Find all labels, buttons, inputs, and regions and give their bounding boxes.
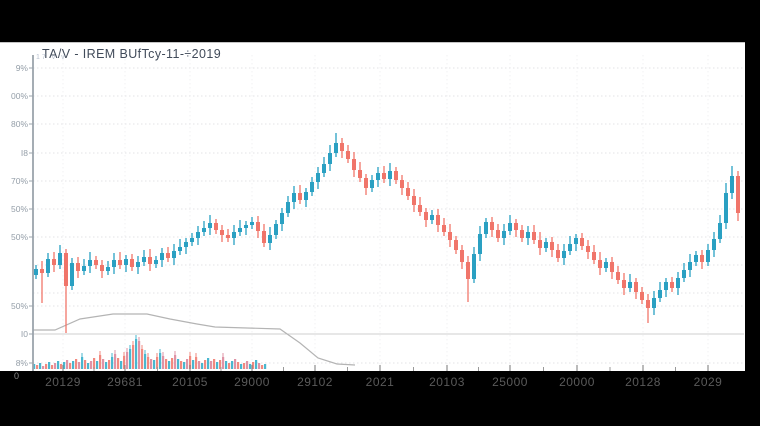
y-axis-tick-label: I0 <box>20 329 28 339</box>
mini-bar-series <box>33 335 267 369</box>
x-axis-tick-label: 25000 <box>492 375 528 389</box>
y-axis-tick-label: 9% <box>15 63 28 73</box>
axis-top-artifact-label: 17 v v <box>36 54 67 61</box>
x-axis-tick-label: 20103 <box>429 375 465 389</box>
x-axis-tick-label: 29681 <box>107 375 143 389</box>
candlestick-chart-canvas[interactable] <box>0 43 745 372</box>
x-axis-tick-label: 29102 <box>297 375 333 389</box>
y-axis-tick-label: 50% <box>10 204 28 214</box>
y-axis-ticks <box>29 67 33 364</box>
x-axis-tick-label: 29000 <box>234 375 270 389</box>
x-axis-tick-label: 2021 <box>365 375 395 389</box>
x-axis-tick-label: 2029 <box>693 375 723 389</box>
indicator-line <box>33 313 356 366</box>
y-axis-tick-label: 8% <box>15 358 28 368</box>
x-axis-tick-label: 20000 <box>559 375 595 389</box>
candlestick-series <box>34 133 740 333</box>
x-axis-tick-label: 20129 <box>45 375 81 389</box>
y-axis-tick-label: 70% <box>10 176 28 186</box>
chart-panel: TA/V - IREM BUfTcy-11-÷2019 17 v v 9% 00%… <box>0 42 745 371</box>
x-axis-tick-label: 20105 <box>172 375 208 389</box>
y-axis-tick-label: 80% <box>10 119 28 129</box>
y-axis-tick-label: I8 <box>20 148 28 158</box>
chart-title: TA/V - IREM BUfTcy-11-÷2019 <box>42 47 222 61</box>
y-axis-tick-label: 50% <box>10 301 28 311</box>
y-axis-tick-label: 50% <box>10 232 28 242</box>
x-axis-tick-label: 20128 <box>625 375 661 389</box>
x-axis-ticks <box>62 365 709 371</box>
horizontal-gridlines <box>33 67 744 364</box>
y-axis-zero-label: 0 <box>14 371 20 381</box>
vertical-gridlines <box>62 55 709 371</box>
y-axis-tick-label: 00% <box>10 91 28 101</box>
